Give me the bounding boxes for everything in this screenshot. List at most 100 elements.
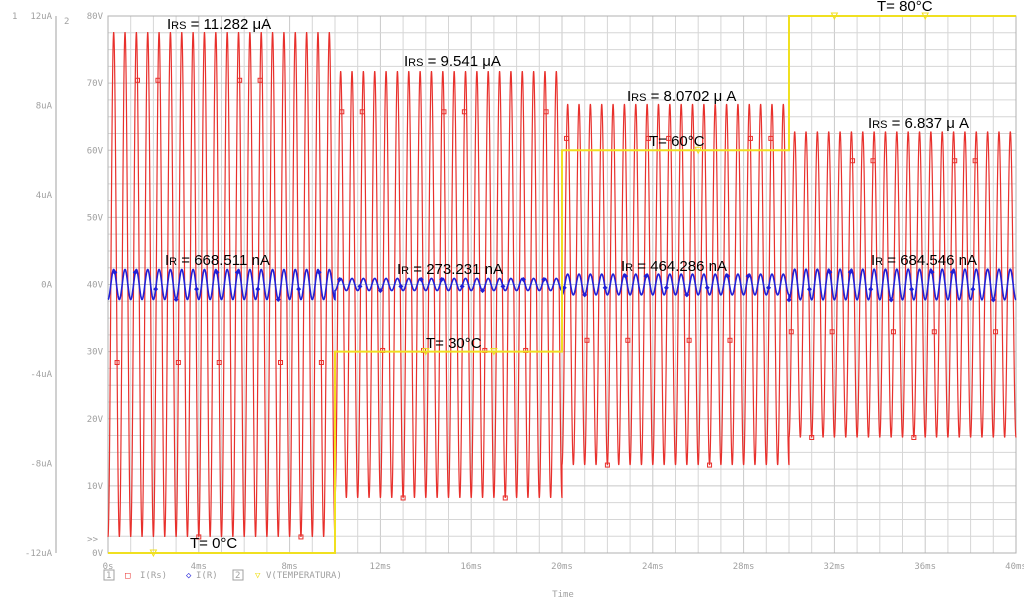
irs-marker: [155, 77, 161, 83]
ir-marker: [500, 283, 506, 289]
irs-marker: [584, 337, 590, 343]
temperature-marker: [490, 348, 498, 356]
ir-value-label: IR = 273.231 nA: [397, 261, 503, 278]
legend-axis-number: 2: [235, 571, 240, 581]
axis-number-2: 2: [64, 17, 69, 27]
ir-marker: [296, 286, 302, 292]
y2-tick-label: 80V: [87, 12, 104, 22]
cursor-marker: >>: [87, 535, 98, 545]
ir-marker: [153, 286, 159, 292]
irs-marker: [686, 337, 692, 343]
irs-value-label: IRS = 6.837 μ A: [868, 115, 969, 132]
ir-marker: [418, 277, 424, 283]
irs-marker: [952, 158, 958, 164]
x-tick-label: 4ms: [191, 562, 207, 572]
ir-marker: [561, 285, 567, 291]
irs-marker: [318, 360, 324, 366]
legend-label-irs: I(Rs): [140, 571, 167, 581]
ir-marker: [582, 292, 588, 298]
ir-marker: [132, 269, 138, 275]
irs-value-label: IRS = 9.541 μA: [404, 53, 501, 70]
irs-marker: [298, 534, 304, 540]
temperature-marker: [921, 12, 930, 21]
temperature-marker: [421, 348, 430, 356]
ir-value-label: IR = 684.546 nA: [871, 252, 977, 269]
x-tick-label: 8ms: [281, 562, 297, 572]
ir-marker: [520, 277, 526, 283]
y1-tick-label: 4uA: [36, 191, 53, 201]
ir-marker: [214, 269, 220, 275]
irs-marker: [931, 329, 937, 335]
ir-marker: [766, 285, 772, 291]
plot-annotations: IRS = 11.282 μA IRS = 9.541 μA IRS = 8.070…: [165, 0, 977, 552]
plot-legend: 1 □ I(Rs) ◇ I(R) 2 ▽ V(TEMPERATURA): [103, 569, 342, 581]
ir-marker: [663, 285, 669, 291]
y1-tick-label: 8uA: [36, 102, 53, 112]
irs-marker: [359, 109, 365, 115]
ir-marker: [929, 269, 935, 275]
irs-marker: [114, 360, 120, 366]
irs-marker: [666, 135, 672, 141]
legend-label-ir: I(R): [196, 571, 218, 581]
legend-axis-number: 1: [106, 571, 111, 581]
x-tick-label: 32ms: [824, 562, 846, 572]
ir-marker: [112, 269, 118, 275]
axis-number-1: 1: [12, 12, 17, 22]
ir-marker: [337, 277, 343, 283]
irs-trace: [107, 32, 1017, 537]
x-tick-label: 28ms: [733, 562, 755, 572]
temperature-label: T= 0°C: [190, 535, 237, 552]
irs-marker: [645, 135, 651, 141]
y1-tick-label: 12uA: [30, 12, 52, 22]
x-axis-label: Time: [552, 590, 574, 600]
irs-marker: [196, 534, 202, 540]
legend-axis-box: [103, 569, 115, 581]
x-tick-label: 40ms: [1005, 562, 1024, 572]
irs-marker: [727, 337, 733, 343]
irs-marker: [993, 329, 999, 335]
ir-marker: [827, 269, 833, 275]
temperature-trace: [108, 15, 1016, 554]
ir-marker: [357, 283, 363, 289]
irs-value-label: IRS = 8.0702 μ A: [627, 88, 736, 105]
legend-marker-ir: ◇: [186, 571, 192, 581]
irs-marker: [237, 77, 243, 83]
y2-tick-label: 10V: [87, 482, 104, 492]
temperature-label: T= 30°C: [426, 335, 482, 352]
temperature-marker: [149, 549, 158, 558]
irs-marker: [216, 360, 222, 366]
y1-tick-label: -8uA: [30, 460, 52, 470]
irs-marker: [850, 158, 856, 164]
temperature-marker: [694, 146, 703, 155]
ir-marker: [173, 296, 179, 302]
plot-axes: 0s 4ms 8ms 12ms 16ms 20ms 24ms 28ms 32ms 36ms 40ms…: [12, 12, 1024, 600]
ir-marker: [643, 273, 649, 279]
x-tick-label: 24ms: [642, 562, 664, 572]
irs-marker: [441, 109, 447, 115]
irs-marker: [257, 77, 263, 83]
series-temperature: [108, 12, 1016, 558]
ir-marker: [234, 269, 240, 275]
ir-marker: [623, 273, 629, 279]
y1-tick-label: -12uA: [25, 549, 53, 559]
y1-tick-label: -4uA: [30, 370, 52, 380]
irs-marker: [890, 329, 896, 335]
irs-marker: [747, 135, 753, 141]
irs-value-label: IRS = 11.282 μA: [167, 16, 271, 33]
ir-value-label: IR = 668.511 nA: [165, 252, 270, 269]
ir-marker: [970, 286, 976, 292]
irs-marker: [972, 158, 978, 164]
ir-marker: [725, 273, 731, 279]
ir-marker: [847, 269, 853, 275]
temperature-marker: [830, 12, 839, 21]
legend-axis-box: [232, 569, 244, 581]
irs-marker: [788, 329, 794, 335]
irs-marker: [175, 360, 181, 366]
irs-marker: [829, 329, 835, 335]
ir-marker: [990, 297, 996, 303]
y2-tick-label: 0V: [92, 549, 103, 559]
x-tick-label: 16ms: [460, 562, 482, 572]
ir-value-label: IR = 464.286 nA: [621, 258, 727, 275]
x-tick-label: 0s: [103, 562, 114, 572]
